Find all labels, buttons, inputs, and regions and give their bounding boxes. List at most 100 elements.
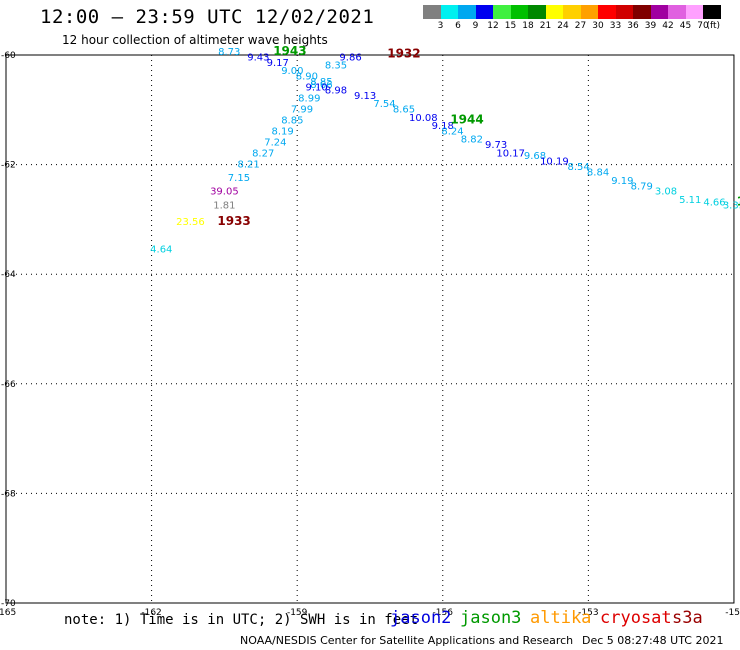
x-tick-label: -165 (0, 608, 16, 618)
colorbar-label: 39 (644, 21, 657, 31)
colorbar-label: 18 (522, 21, 534, 31)
colorbar-swatch (650, 5, 668, 19)
wave-height-label: 8.54 (568, 162, 590, 173)
colorbar-swatch (703, 5, 721, 19)
colorbar-label: 24 (557, 21, 569, 31)
wave-height-label: 8.85 (310, 77, 332, 88)
wave-height-label: 7.15 (228, 173, 250, 184)
page-title: 12:00 – 23:59 UTC 12/02/2021 (40, 6, 375, 28)
colorbar-label: 6 (455, 21, 461, 31)
satellite-jason3: jason3 (460, 608, 522, 628)
y-tick-label: -64 (1, 270, 16, 280)
colorbar-swatch (633, 5, 651, 19)
wave-height-label: 10.08 (409, 113, 438, 124)
x-tick-label: -159 (287, 608, 308, 618)
wave-height-label: 8.79 (631, 181, 653, 192)
pass-time-label: 1944 (450, 113, 483, 127)
colorbar-swatch (580, 5, 598, 19)
wave-height-label: 39.05 (210, 187, 239, 198)
pass-time-label: 1943 (273, 44, 306, 58)
wave-height-label: 8.21 (238, 159, 260, 170)
wave-height-label: 3.08 (655, 187, 677, 198)
wave-height-label: 9.00 (281, 66, 303, 77)
colorbar-swatch (545, 5, 563, 19)
x-tick-label: -162 (141, 608, 161, 618)
wave-height-label: 7.24 (264, 137, 286, 148)
wave-height-label: 9.68 (524, 151, 546, 162)
colorbar-label: 21 (539, 21, 552, 31)
timestamp-text: Dec 5 08:27:48 UTC 2021 (582, 634, 724, 647)
colorbar-label: 70 (697, 21, 709, 31)
credit-text: NOAA/NESDIS Center for Satellite Applica… (240, 634, 574, 647)
colorbar-label: 30 (592, 21, 604, 31)
colorbar-swatch (563, 5, 581, 19)
wave-height-label: 8.84 (587, 168, 609, 179)
wave-height-label: 10.19 (540, 157, 569, 168)
wave-height-label: 8.35 (325, 61, 347, 72)
wave-height-label: 8.19 (271, 126, 293, 137)
wave-height-label: 3.35 (723, 200, 740, 211)
wave-height-label: 8.65 (393, 105, 415, 116)
colorbar-swatch (615, 5, 633, 19)
wave-height-label: 8.24 (441, 126, 463, 137)
wave-height-label: 9.86 (339, 52, 361, 63)
wave-height-label: 10.17 (496, 148, 525, 159)
pass-time-label: 1932 (387, 47, 420, 61)
colorbar-label: 15 (504, 21, 517, 31)
footer-note: note: 1) Time is in UTC; 2) SWH is in fe… (64, 612, 419, 628)
wave-height-label: 9.10 (305, 83, 327, 94)
wave-height-label: 9.13 (354, 91, 376, 102)
wave-height-label: 9.19 (611, 176, 633, 187)
colorbar-label: 45 (679, 21, 692, 31)
colorbar-label: 12 (487, 21, 499, 31)
wave-height-label: 1.81 (213, 200, 235, 211)
wave-height-label: 8.98 (325, 85, 347, 96)
colorbar-label: 27 (574, 21, 587, 31)
y-tick-label: -68 (1, 489, 16, 499)
y-tick-label: -62 (1, 161, 16, 171)
x-tick-label: -15 (725, 608, 740, 618)
wave-height-label: 7.54 (373, 99, 395, 110)
colorbar-swatch (458, 5, 476, 19)
colorbar-swatch (423, 5, 441, 19)
colorbar-label: 42 (662, 21, 674, 31)
colorbar-label: 9 (472, 21, 479, 31)
wave-height-label: 8.82 (461, 135, 483, 146)
satellite-cryosat: cryosat (600, 608, 672, 628)
colorbar-swatch (528, 5, 546, 19)
colorbar-swatch (598, 5, 616, 19)
wave-height-label: 8.66 (310, 80, 332, 91)
colorbar-swatch (510, 5, 528, 19)
pass-time-label: 1933 (217, 214, 250, 228)
y-tick-label: -60 (1, 51, 16, 61)
page-subtitle: 12 hour collection of altimeter wave hei… (62, 33, 328, 47)
plot-frame (5, 54, 735, 604)
wave-height-label: 23.56 (176, 217, 205, 228)
colorbar-swatch (493, 5, 511, 19)
wave-height-label: 9.73 (485, 140, 507, 151)
satellite-altika: altika (530, 608, 592, 628)
wave-height-label: 8.73 (218, 47, 240, 58)
x-tick-label: -153 (578, 608, 598, 618)
wave-height-label: 9.18 (432, 121, 454, 132)
wave-height-label: 4.64 (150, 244, 172, 255)
wave-height-label: 7.99 (291, 105, 313, 116)
colorbar-swatch (668, 5, 686, 19)
colorbar-label: 36 (627, 21, 639, 31)
wave-height-label: 4.66 (703, 198, 725, 209)
pass-time-label: 1945 (737, 195, 740, 209)
colorbar-swatch (475, 5, 493, 19)
wave-height-label: 8.90 (296, 72, 318, 83)
x-tick-label: -156 (433, 608, 454, 618)
satellite-jason2: jason2 (390, 608, 452, 628)
wave-height-label: 8.99 (298, 94, 320, 105)
colorbar-swatch (440, 5, 458, 19)
wave-height-label: 8.85 (281, 116, 303, 127)
colorbar-label: 3 (437, 21, 444, 31)
wave-height-label: 8.27 (252, 148, 274, 159)
y-tick-label: -70 (1, 599, 16, 609)
satellite-s3a: s3a (672, 608, 703, 628)
wave-height-label: 9.43 (247, 52, 269, 63)
y-tick-label: -66 (1, 380, 16, 390)
